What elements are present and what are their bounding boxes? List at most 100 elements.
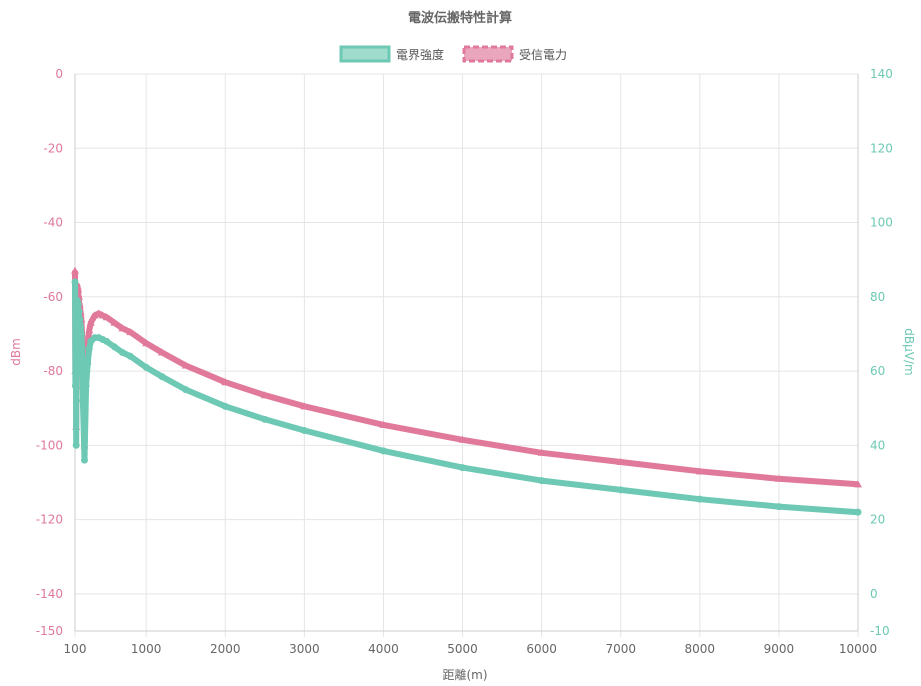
legend-label-received-power[interactable]: 受信電力 bbox=[519, 48, 567, 62]
data-point[interactable] bbox=[379, 420, 388, 428]
y-left-tick-label: -100 bbox=[36, 438, 63, 452]
data-point[interactable] bbox=[158, 373, 166, 381]
y-left-tick-label: -150 bbox=[36, 624, 63, 638]
data-point[interactable] bbox=[142, 363, 150, 371]
y-axis-right-ticks: 140 120 100 80 60 40 20 0 -10 bbox=[870, 67, 893, 638]
data-point[interactable] bbox=[158, 348, 166, 356]
x-tick-label: 3000 bbox=[289, 642, 320, 656]
y-left-tick-label: -40 bbox=[43, 216, 63, 230]
data-point[interactable] bbox=[221, 402, 229, 410]
legend[interactable]: 電界強度 受信電力 bbox=[339, 45, 567, 63]
data-point[interactable] bbox=[90, 311, 99, 319]
data-point[interactable] bbox=[695, 467, 704, 475]
x-tick-label: 1000 bbox=[131, 642, 162, 656]
data-point[interactable] bbox=[76, 315, 84, 323]
y-left-tick-label: -80 bbox=[43, 364, 63, 378]
data-point[interactable] bbox=[379, 447, 387, 455]
y-right-tick-label: 80 bbox=[870, 290, 885, 304]
y-right-tick-label: -10 bbox=[870, 624, 890, 638]
y-axis-left-title: dBm bbox=[9, 338, 23, 366]
data-point[interactable] bbox=[696, 495, 704, 503]
y-right-tick-label: 140 bbox=[870, 67, 893, 81]
data-point[interactable] bbox=[84, 360, 92, 368]
y-right-tick-label: 0 bbox=[870, 587, 878, 601]
x-tick-label: 100 bbox=[64, 642, 87, 656]
series-1 bbox=[71, 266, 862, 488]
y-left-tick-label: -120 bbox=[36, 513, 63, 527]
data-point[interactable] bbox=[98, 311, 107, 319]
data-point[interactable] bbox=[78, 345, 86, 353]
legend-swatch-received-power[interactable] bbox=[462, 45, 514, 63]
x-axis-title: 距離(m) bbox=[442, 668, 487, 682]
data-point[interactable] bbox=[854, 508, 862, 516]
x-tick-label: 6000 bbox=[526, 642, 557, 656]
data-point[interactable] bbox=[260, 391, 269, 399]
x-tick-label: 5000 bbox=[447, 642, 478, 656]
y-left-tick-label: -20 bbox=[43, 141, 63, 155]
data-point[interactable] bbox=[75, 367, 83, 375]
y-left-tick-label: -140 bbox=[36, 587, 63, 601]
data-point[interactable] bbox=[181, 361, 190, 369]
data-point[interactable] bbox=[537, 448, 546, 456]
data-point[interactable] bbox=[77, 323, 85, 331]
x-tick-label: 9000 bbox=[764, 642, 795, 656]
data-point[interactable] bbox=[94, 309, 103, 317]
chart-title: 電波伝搬特性計算 bbox=[408, 10, 512, 26]
data-point[interactable] bbox=[221, 378, 230, 386]
series-layer bbox=[71, 266, 862, 516]
x-tick-label: 4000 bbox=[368, 642, 399, 656]
y-right-tick-label: 60 bbox=[870, 364, 885, 378]
legend-swatch-field-strength[interactable] bbox=[339, 45, 391, 63]
data-point[interactable] bbox=[854, 480, 862, 488]
data-point[interactable] bbox=[300, 426, 308, 434]
legend-label-field-strength[interactable]: 電界強度 bbox=[396, 47, 444, 62]
data-point[interactable] bbox=[85, 326, 94, 334]
data-point[interactable] bbox=[538, 477, 546, 485]
data-point[interactable] bbox=[300, 402, 309, 410]
data-point[interactable] bbox=[458, 435, 467, 443]
data-point[interactable] bbox=[775, 503, 783, 511]
data-point[interactable] bbox=[103, 337, 111, 345]
data-point[interactable] bbox=[75, 308, 83, 316]
data-point[interactable] bbox=[73, 360, 81, 368]
data-point[interactable] bbox=[182, 386, 190, 394]
data-point[interactable] bbox=[126, 352, 134, 360]
data-point[interactable] bbox=[79, 397, 87, 405]
data-point[interactable] bbox=[774, 474, 783, 482]
gridlines bbox=[74, 73, 859, 637]
data-point[interactable] bbox=[617, 486, 625, 494]
y-right-tick-label: 20 bbox=[870, 513, 885, 527]
data-point[interactable] bbox=[118, 324, 127, 332]
data-point[interactable] bbox=[142, 339, 151, 347]
x-tick-label: 10000 bbox=[839, 642, 877, 656]
x-tick-label: 2000 bbox=[210, 642, 241, 656]
data-point[interactable] bbox=[71, 382, 79, 390]
data-point[interactable] bbox=[82, 382, 90, 390]
data-point[interactable] bbox=[126, 328, 135, 336]
x-tick-label: 7000 bbox=[605, 642, 636, 656]
y-axis-right-title: dBμV/m bbox=[902, 328, 916, 375]
data-point[interactable] bbox=[459, 464, 467, 472]
data-point[interactable] bbox=[77, 330, 85, 338]
x-axis-ticks: 100 1000 2000 3000 4000 5000 6000 7000 8000 9000 1… bbox=[64, 642, 878, 656]
data-point[interactable] bbox=[85, 345, 93, 353]
y-left-tick-label: 0 bbox=[55, 67, 63, 81]
data-point[interactable] bbox=[72, 441, 80, 449]
y-right-tick-label: 100 bbox=[870, 216, 893, 230]
data-point[interactable] bbox=[80, 456, 88, 464]
data-point[interactable] bbox=[74, 300, 82, 308]
data-point[interactable] bbox=[261, 415, 269, 423]
data-point[interactable] bbox=[86, 318, 95, 326]
series-line bbox=[72, 281, 859, 516]
x-tick-label: 8000 bbox=[685, 642, 716, 656]
data-point[interactable] bbox=[118, 349, 126, 356]
data-point[interactable] bbox=[102, 313, 111, 321]
y-right-tick-label: 120 bbox=[870, 141, 893, 155]
data-point[interactable] bbox=[71, 278, 79, 286]
data-point[interactable] bbox=[110, 318, 119, 326]
data-point[interactable] bbox=[616, 458, 625, 466]
data-point[interactable] bbox=[71, 266, 79, 274]
data-point[interactable] bbox=[111, 343, 119, 351]
